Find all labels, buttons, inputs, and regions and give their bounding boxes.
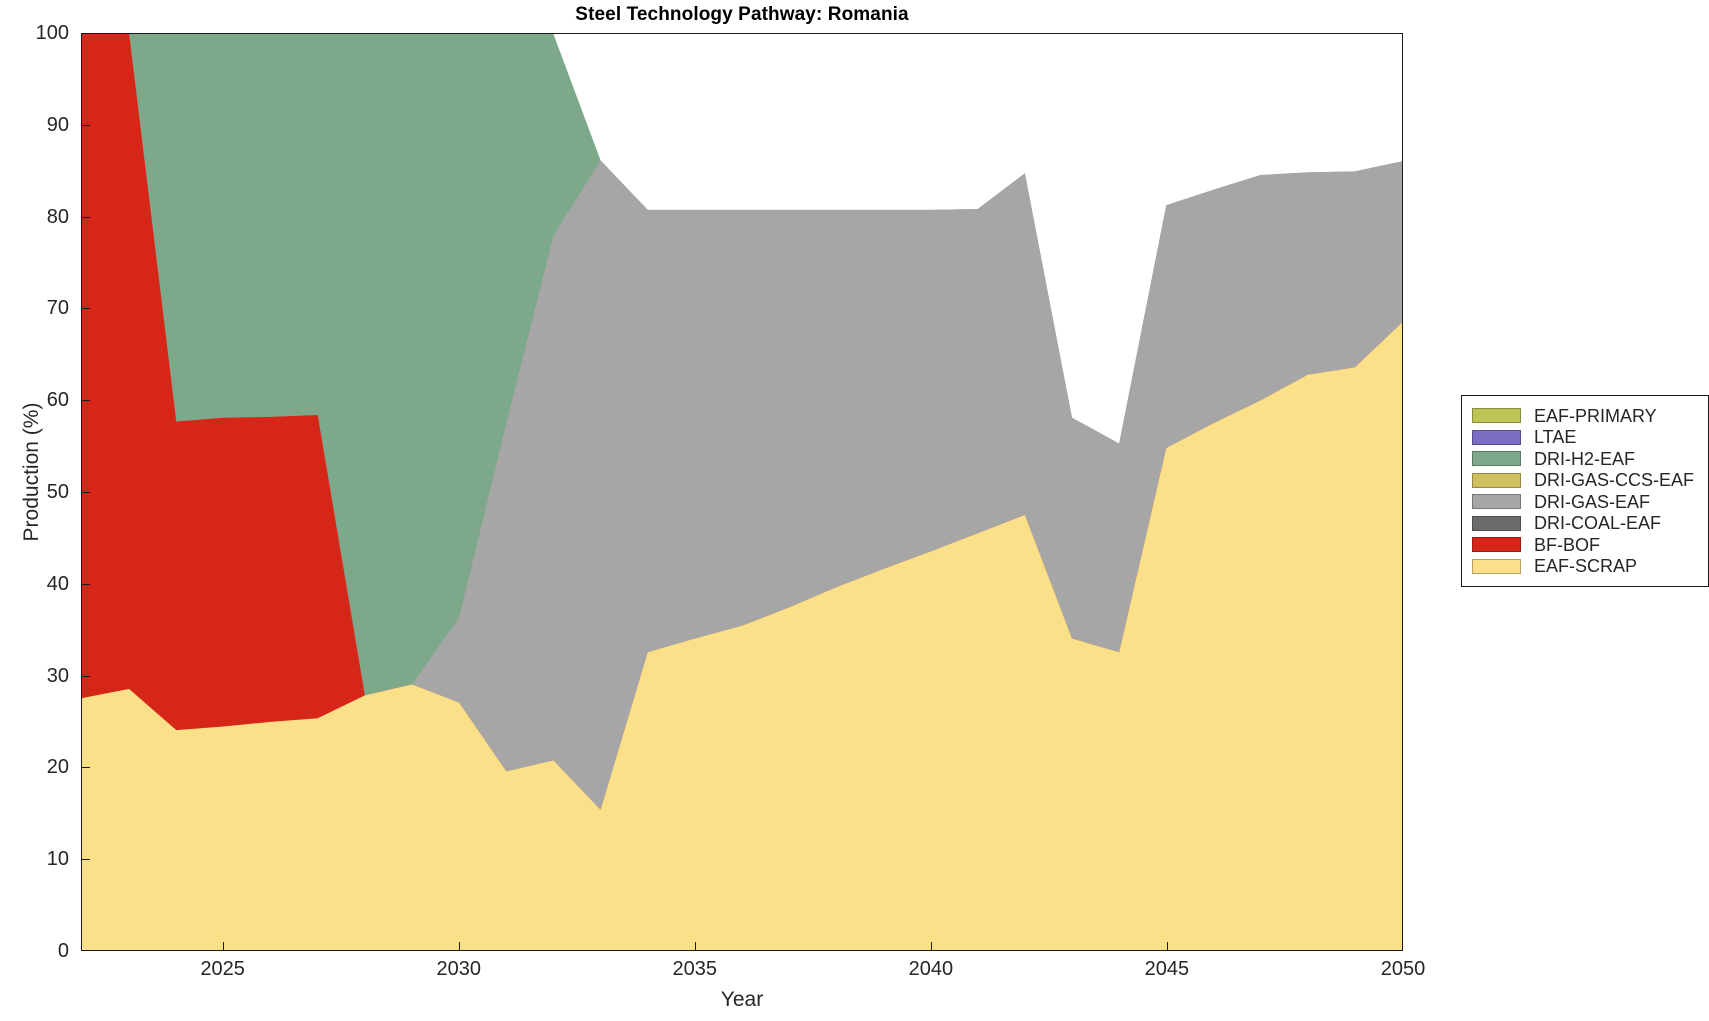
y-tick-mark <box>81 859 90 861</box>
legend-item-dri-gas-eaf[interactable]: DRI-GAS-EAF <box>1472 491 1694 513</box>
area-series-eaf-scrap <box>82 322 1402 950</box>
legend-swatch-icon <box>1472 558 1521 574</box>
y-tick-mark <box>81 216 90 218</box>
plot-area[interactable] <box>81 33 1403 951</box>
y-tick-mark <box>81 675 90 677</box>
legend-item-eaf-primary[interactable]: EAF-PRIMARY <box>1472 405 1694 427</box>
y-axis-label: Production (%) <box>20 402 43 542</box>
legend-swatch-icon <box>1472 515 1521 531</box>
x-tick-mark <box>930 942 932 951</box>
legend-swatch-icon <box>1472 429 1521 445</box>
x-tick-label: 2050 <box>1380 958 1426 980</box>
x-tick-label: 2025 <box>200 958 245 980</box>
y-tick-label: 40 <box>46 572 69 595</box>
legend-label: DRI-H2-EAF <box>1534 448 1636 469</box>
legend-label: EAF-PRIMARY <box>1534 405 1657 426</box>
y-tick-label: 70 <box>46 297 69 320</box>
y-tick-label: 0 <box>57 940 69 962</box>
x-tick-mark <box>1166 942 1168 951</box>
y-tick-mark <box>81 492 90 493</box>
legend-label: DRI-GAS-CCS-EAF <box>1534 470 1695 491</box>
legend-label: DRI-COAL-EAF <box>1534 513 1662 534</box>
y-tick-mark <box>81 400 90 402</box>
y-tick-label: 50 <box>46 481 69 503</box>
x-tick-mark <box>458 942 460 951</box>
legend-swatch-icon <box>1472 494 1521 510</box>
legend-swatch-icon <box>1472 408 1521 424</box>
y-tick-label: 90 <box>46 113 69 136</box>
stacked-area-plot <box>82 34 1402 950</box>
legend-swatch-icon <box>1472 451 1521 467</box>
y-tick-mark <box>81 124 90 126</box>
x-tick-mark <box>222 942 224 951</box>
x-tick-label: 2030 <box>436 958 481 980</box>
legend-item-dri-coal-eaf[interactable]: DRI-COAL-EAF <box>1472 513 1694 535</box>
legend-swatch-icon <box>1472 472 1521 488</box>
y-tick-label: 80 <box>46 205 69 228</box>
x-axis-label: Year <box>720 988 764 1011</box>
legend-item-dri-gas-ccs-eaf[interactable]: DRI-GAS-CCS-EAF <box>1472 470 1694 492</box>
legend-item-dri-h2-eaf[interactable]: DRI-H2-EAF <box>1472 448 1694 470</box>
x-tick-mark <box>694 942 696 951</box>
legend-item-bf-bof[interactable]: BF-BOF <box>1472 534 1694 556</box>
x-tick-label: 2045 <box>1144 958 1190 980</box>
legend-label: LTAE <box>1534 427 1577 448</box>
chart-title: Steel Technology Pathway: Romania <box>575 4 909 25</box>
y-tick-label: 100 <box>35 22 69 44</box>
y-tick-label: 30 <box>46 664 69 687</box>
legend[interactable]: EAF-PRIMARY LTAE DRI-H2-EAF DRI-GAS-CCS-EAF… <box>1461 395 1709 587</box>
y-tick-label: 10 <box>46 848 69 871</box>
y-tick-mark <box>81 308 90 310</box>
legend-item-ltae[interactable]: LTAE <box>1472 427 1694 449</box>
y-tick-mark <box>81 767 90 769</box>
y-tick-mark <box>81 583 90 585</box>
y-tick-label: 60 <box>46 389 69 412</box>
legend-item-eaf-scrap[interactable]: EAF-SCRAP <box>1472 556 1694 578</box>
legend-swatch-icon <box>1472 537 1521 553</box>
x-tick-label: 2035 <box>672 958 718 980</box>
legend-label: BF-BOF <box>1534 534 1600 555</box>
legend-label: EAF-SCRAP <box>1534 556 1638 577</box>
y-tick-label: 20 <box>46 756 69 779</box>
x-tick-label: 2040 <box>908 958 954 980</box>
legend-label: DRI-GAS-EAF <box>1534 491 1651 512</box>
